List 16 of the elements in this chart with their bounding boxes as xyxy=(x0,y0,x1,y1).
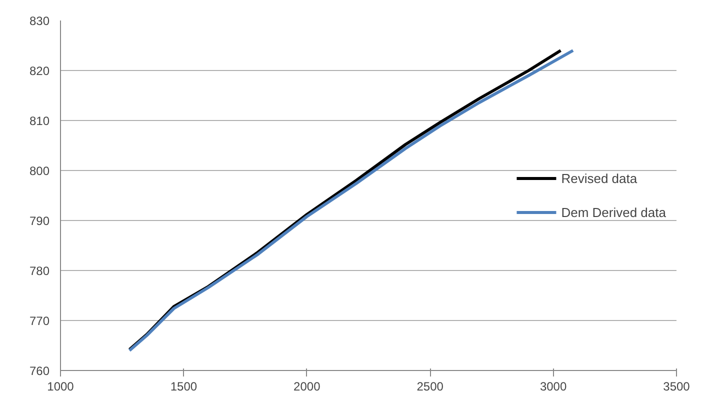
y-tick-label: 790 xyxy=(29,214,50,228)
y-tick-label: 820 xyxy=(29,64,50,78)
legend-label: Revised data xyxy=(561,170,638,186)
y-tick-label: 810 xyxy=(29,114,50,128)
x-tick-label: 1500 xyxy=(170,380,198,394)
y-tick-label: 760 xyxy=(29,364,50,378)
y-tick-label: 800 xyxy=(29,164,50,178)
x-tick-label: 2000 xyxy=(294,380,321,394)
x-tick-label: 3500 xyxy=(663,380,690,394)
legend-label: Dem Derived data xyxy=(561,204,666,220)
x-tick-label: 3000 xyxy=(540,380,567,394)
y-tick-label: 780 xyxy=(29,264,50,278)
y-tick-label: 770 xyxy=(29,314,50,328)
x-tick-label: 1000 xyxy=(47,380,74,394)
x-tick-label: 2500 xyxy=(416,380,444,394)
y-tick-label: 830 xyxy=(29,14,50,28)
